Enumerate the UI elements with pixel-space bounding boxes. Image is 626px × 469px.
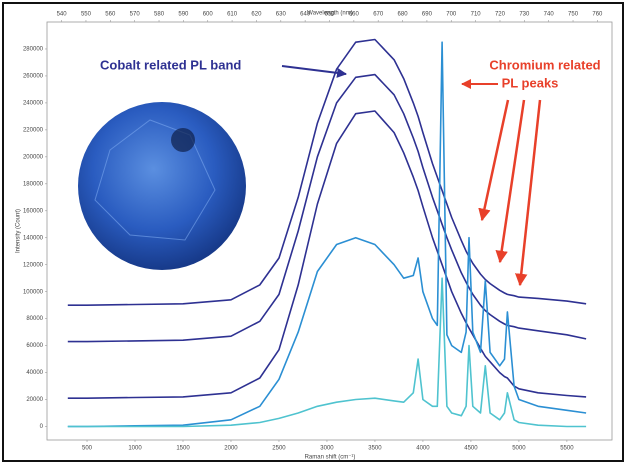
x-tick-label: 2000	[224, 446, 238, 452]
y-axis-title: Intensity (Count)	[16, 209, 22, 253]
x2-tick-label: 580	[154, 12, 165, 18]
x2-axis-title: Wavelength (nm)	[307, 11, 352, 17]
y-tick-label: 240000	[23, 100, 44, 106]
x2-tick-label: 750	[568, 12, 579, 18]
x2-tick-label: 710	[471, 12, 482, 18]
y-tick-label: 0	[40, 424, 44, 430]
x2-tick-label: 610	[227, 12, 238, 18]
x-tick-label: 3500	[368, 446, 382, 452]
y-tick-label: 120000	[23, 262, 44, 268]
y-tick-label: 40000	[26, 370, 43, 376]
x2-tick-label: 730	[519, 12, 530, 18]
x2-tick-label: 620	[251, 12, 262, 18]
x-tick-label: 4500	[464, 446, 478, 452]
gem-image	[78, 102, 246, 270]
annotation: Chromium related	[489, 57, 600, 72]
x2-tick-label: 560	[105, 12, 116, 18]
x2-tick-label: 590	[178, 12, 189, 18]
annotation: Cobalt related PL band	[100, 57, 241, 72]
x2-tick-label: 690	[422, 12, 433, 18]
arrow	[482, 100, 508, 220]
y-tick-label: 80000	[26, 316, 43, 322]
x2-tick-label: 720	[495, 12, 506, 18]
x2-tick-label: 740	[544, 12, 555, 18]
x-tick-label: 500	[82, 446, 93, 452]
y-tick-label: 60000	[26, 343, 43, 349]
x-tick-label: 2500	[272, 446, 286, 452]
x2-tick-label: 760	[592, 12, 603, 18]
y-tick-label: 280000	[23, 47, 44, 53]
x2-tick-label: 700	[446, 12, 457, 18]
x2-tick-label: 550	[81, 12, 92, 18]
y-tick-label: 180000	[23, 181, 44, 187]
series-line	[68, 278, 586, 426]
annotation: PL peaks	[502, 75, 559, 90]
y-tick-label: 100000	[23, 289, 44, 295]
y-tick-label: 260000	[23, 74, 44, 80]
y-tick-label: 200000	[23, 154, 44, 160]
chart: 0 20000 40000 60000 80000 100000 120000 140000 1…	[0, 0, 626, 464]
x2-tick-label: 540	[57, 12, 68, 18]
y-tick-label: 20000	[26, 397, 43, 403]
x-tick-label: 3000	[320, 446, 334, 452]
x2-tick-label: 680	[398, 12, 409, 18]
arrow	[520, 100, 540, 285]
x-tick-label: 1000	[128, 446, 142, 452]
y-tick-label: 140000	[23, 235, 44, 241]
y-tick-label: 160000	[23, 208, 44, 214]
y-tick-label: 220000	[23, 127, 44, 133]
gem-inclusion	[171, 128, 195, 152]
x-tick-label: 5500	[560, 446, 574, 452]
x2-tick-label: 570	[130, 12, 141, 18]
x-tick-label: 1500	[176, 446, 190, 452]
x-tick-label: 5000	[512, 446, 526, 452]
x2-tick-label: 630	[276, 12, 287, 18]
x-tick-label: 4000	[416, 446, 430, 452]
x2-tick-label: 670	[373, 12, 384, 18]
x2-tick-label: 600	[203, 12, 214, 18]
x-axis-title: Raman shift (cm⁻¹)	[305, 455, 356, 461]
